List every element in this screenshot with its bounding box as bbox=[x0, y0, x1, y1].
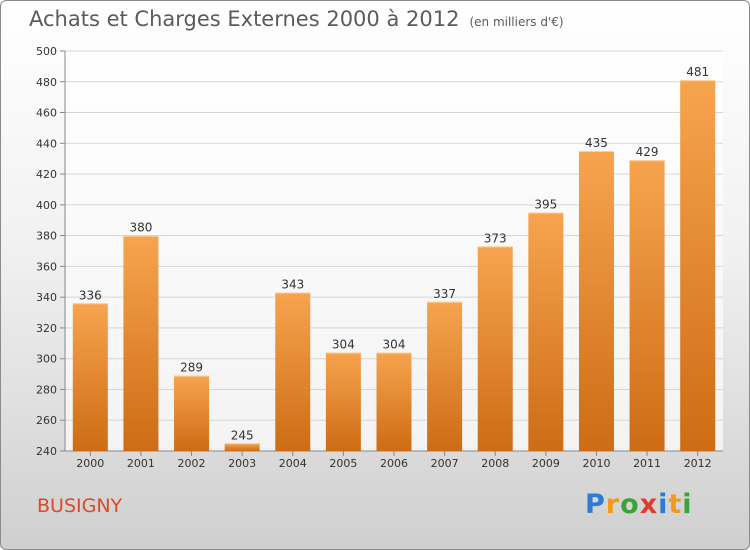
y-tick-label: 340 bbox=[36, 291, 57, 304]
data-label: 380 bbox=[129, 221, 152, 235]
y-tick-label: 400 bbox=[36, 199, 57, 212]
y-tick-label: 460 bbox=[36, 107, 57, 120]
logo-letter: i bbox=[658, 489, 669, 520]
bar bbox=[578, 151, 614, 451]
y-tick-label: 300 bbox=[36, 353, 57, 366]
x-tick-label: 2010 bbox=[582, 457, 610, 470]
logo-letter: t bbox=[668, 489, 683, 520]
x-tick-label: 2007 bbox=[431, 457, 459, 470]
logo-letter: i bbox=[682, 489, 693, 520]
y-tick-label: 380 bbox=[36, 230, 57, 243]
logo-letter: P bbox=[585, 489, 606, 520]
chart-title: Achats et Charges Externes 2000 à 2012 (e… bbox=[29, 7, 564, 31]
data-label: 337 bbox=[433, 287, 456, 301]
bar bbox=[680, 80, 716, 451]
chart-unit: (en milliers d'€) bbox=[469, 15, 564, 29]
x-tick-label: 2011 bbox=[633, 457, 661, 470]
bar bbox=[427, 301, 463, 451]
y-tick-label: 280 bbox=[36, 383, 57, 396]
y-tick-label: 480 bbox=[36, 76, 57, 89]
x-tick-label: 2009 bbox=[532, 457, 560, 470]
data-label: 429 bbox=[636, 145, 659, 159]
data-label: 343 bbox=[281, 278, 304, 292]
logo-letter: o bbox=[620, 489, 640, 520]
data-label: 395 bbox=[534, 198, 557, 212]
y-tick-label: 500 bbox=[36, 45, 57, 58]
data-label: 336 bbox=[79, 288, 102, 302]
y-tick-label: 260 bbox=[36, 414, 57, 427]
chart-title-text: Achats et Charges Externes 2000 à 2012 bbox=[29, 7, 460, 31]
logo-letter: r bbox=[605, 489, 621, 520]
data-label: 373 bbox=[484, 231, 507, 245]
bar bbox=[224, 443, 260, 451]
bar bbox=[123, 235, 159, 451]
x-tick-label: 2000 bbox=[76, 457, 104, 470]
x-tick-label: 2004 bbox=[279, 457, 307, 470]
logo-letter: x bbox=[639, 489, 659, 520]
data-label: 304 bbox=[332, 338, 355, 352]
town-name: BUSIGNY bbox=[37, 495, 123, 517]
y-tick-label: 440 bbox=[36, 137, 57, 150]
y-tick-label: 420 bbox=[36, 168, 57, 181]
proxiti-logo: Proxiti bbox=[585, 489, 693, 520]
x-tick-label: 2005 bbox=[329, 457, 357, 470]
x-tick-label: 2002 bbox=[178, 457, 206, 470]
bar bbox=[376, 352, 412, 451]
bar bbox=[629, 160, 665, 451]
x-tick-label: 2006 bbox=[380, 457, 408, 470]
data-label: 481 bbox=[686, 65, 709, 79]
bar bbox=[275, 292, 311, 451]
y-tick-label: 360 bbox=[36, 260, 57, 273]
bar bbox=[174, 375, 210, 451]
data-label: 289 bbox=[180, 361, 203, 375]
bar bbox=[477, 246, 513, 451]
bar bbox=[72, 303, 108, 451]
data-label: 435 bbox=[585, 136, 608, 150]
x-tick-label: 2008 bbox=[481, 457, 509, 470]
x-tick-label: 2012 bbox=[684, 457, 712, 470]
data-label: 304 bbox=[383, 338, 406, 352]
x-tick-label: 2003 bbox=[228, 457, 256, 470]
bar bbox=[325, 352, 361, 451]
bar bbox=[528, 212, 564, 451]
y-tick-label: 320 bbox=[36, 322, 57, 335]
y-tick-label: 240 bbox=[36, 445, 57, 458]
data-label: 245 bbox=[231, 428, 254, 442]
x-tick-label: 2001 bbox=[127, 457, 155, 470]
